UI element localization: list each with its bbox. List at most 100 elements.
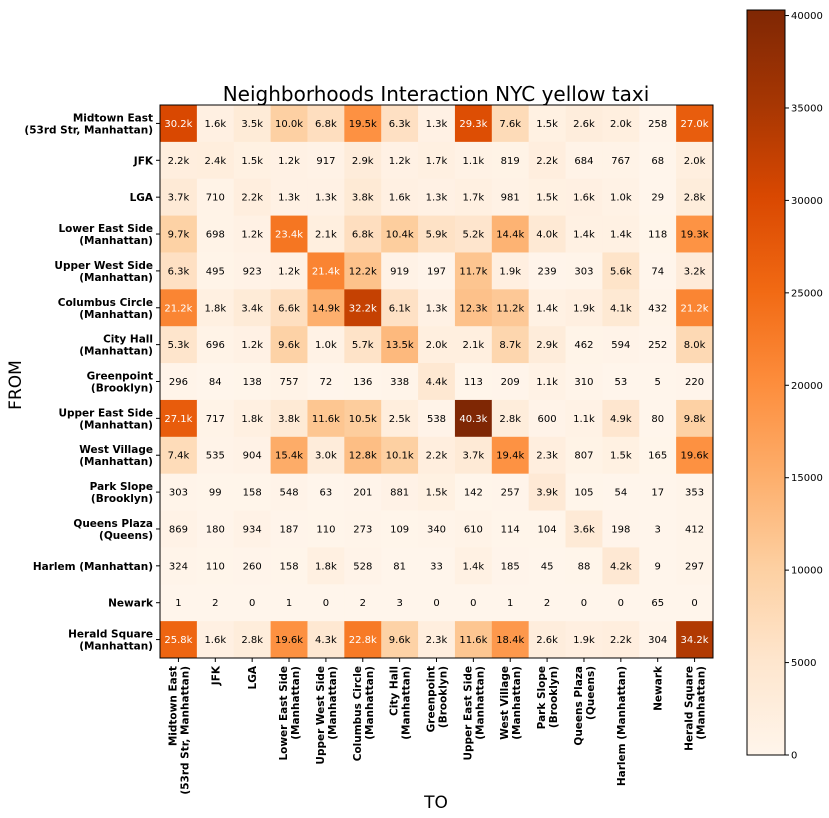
heatmap-cell (639, 289, 677, 327)
cell-value-label: 14.4k (496, 230, 524, 241)
cell-value-label: 1.1k (573, 414, 595, 425)
cell-value-label: 19.4k (496, 451, 524, 462)
cell-value-label: 2.9k (536, 340, 558, 351)
heatmap-cell (676, 621, 714, 659)
heatmap-cell (639, 621, 677, 659)
cell-value-label: 1.3k (278, 193, 300, 204)
y-axis-label: FROM (6, 360, 26, 410)
heatmap-cell (454, 105, 493, 143)
x-tick-label: Harlem (Manhattan) (616, 666, 628, 786)
cell-value-label: 11.7k (459, 266, 487, 277)
heatmap-cell (307, 510, 345, 548)
cell-value-label: 1 (507, 598, 513, 609)
y-tick-label: Harlem (Manhattan) (33, 561, 153, 573)
heatmap-cell (196, 473, 235, 511)
cell-value-label: 2.6k (536, 635, 558, 646)
svg-text:Park Slope(Brooklyn): Park Slope(Brooklyn) (536, 666, 560, 729)
heatmap-cell (528, 584, 566, 622)
heatmap-cell (528, 178, 566, 216)
heatmap-cell (418, 215, 456, 253)
heatmap-cell-labels: 30.2k 1.6k 3.5k 10.0k 6.8k 19.5k 6.3k 1.3k 29.3k… (164, 119, 708, 646)
heatmap-cell (160, 141, 198, 180)
heatmap-cell (602, 289, 640, 327)
heatmap-cell (160, 215, 198, 253)
cell-value-label: 981 (501, 193, 520, 204)
heatmap-cell (454, 252, 493, 290)
cell-value-label: 10.5k (349, 414, 377, 425)
heatmap-cell (639, 215, 677, 253)
cell-value-label: 220 (685, 377, 704, 388)
heatmap-cell (196, 215, 235, 253)
svg-text:Herald Square(Manhattan): Herald Square(Manhattan) (684, 666, 708, 751)
cell-value-label: 1.9k (573, 303, 595, 314)
cell-value-label: 934 (243, 524, 262, 535)
cell-value-label: 1.6k (573, 193, 595, 204)
heatmap-cell (639, 105, 677, 143)
cell-value-label: 310 (574, 377, 593, 388)
heatmap-cell (639, 178, 677, 216)
cell-value-label: 4.4k (426, 377, 448, 388)
cell-value-label: 113 (464, 377, 483, 388)
y-tick-label: West Village (Manhattan) (79, 444, 153, 468)
heatmap-cell (344, 473, 382, 511)
cell-value-label: 54 (614, 488, 627, 499)
cell-value-label: 2.3k (426, 635, 448, 646)
cell-value-label: 710 (206, 193, 225, 204)
heatmap-cell (602, 141, 640, 180)
heatmap-cell (676, 473, 714, 511)
heatmap-cell (270, 215, 308, 253)
heatmap-cell (307, 105, 345, 143)
cell-value-label: 303 (574, 266, 593, 277)
heatmap-cell (270, 399, 308, 438)
heatmap-cell (160, 584, 198, 622)
svg-text:Queens Plaza(Queens): Queens Plaza(Queens) (573, 666, 597, 746)
heatmap-cell (454, 621, 493, 659)
heatmap-cell (602, 510, 640, 548)
heatmap-cell (602, 621, 640, 659)
cell-value-label: 1.2k (241, 340, 263, 351)
cell-value-label: 9.6k (389, 635, 411, 646)
cell-value-label: 1.5k (610, 451, 632, 462)
heatmap-cell (676, 105, 714, 143)
cell-value-label: 0 (433, 598, 439, 609)
cell-value-label: 1 (286, 598, 292, 609)
y-tick-label: Lower East Side (Manhattan) (58, 223, 153, 247)
heatmap-cell (381, 621, 419, 659)
heatmap-cell (381, 289, 419, 327)
cell-value-label: 1.3k (426, 193, 448, 204)
cell-value-label: 53 (614, 377, 627, 388)
cell-value-label: 12.3k (459, 303, 487, 314)
cell-value-label: 8.0k (684, 340, 706, 351)
y-tick-label: Herald Square (Manhattan) (68, 629, 153, 653)
cell-value-label: 81 (393, 561, 406, 572)
cell-value-label: 0 (618, 598, 624, 609)
heatmap-cell (528, 621, 566, 659)
heatmap-cell (418, 363, 456, 401)
cell-value-label: 717 (206, 414, 225, 425)
cell-value-label: 296 (169, 377, 188, 388)
cell-value-label: 114 (501, 524, 520, 535)
heatmap-cells (160, 105, 714, 659)
cell-value-label: 185 (501, 561, 520, 572)
heatmap-cell (565, 621, 603, 659)
cell-value-label: 1.4k (536, 303, 558, 314)
colorbar-tick-label: 35000 (791, 103, 823, 114)
heatmap-cell (418, 510, 456, 548)
heatmap-cell (196, 105, 235, 143)
heatmap-cell (160, 473, 198, 511)
heatmap-cell (676, 178, 714, 216)
cell-value-label: 104 (538, 524, 557, 535)
cell-value-label: 11.6k (312, 414, 340, 425)
svg-text:West Village(Manhattan): West Village(Manhattan) (499, 666, 523, 740)
x-tick-label: JFK (210, 665, 222, 686)
heatmap-cell (307, 621, 345, 659)
cell-value-label: 1.6k (204, 119, 226, 130)
cell-value-label: 548 (279, 488, 298, 499)
cell-value-label: 9.8k (684, 414, 706, 425)
cell-value-label: 9.7k (168, 230, 190, 241)
heatmap-cell (454, 289, 493, 327)
heatmap-cell (454, 141, 493, 180)
heatmap-cell (602, 105, 640, 143)
cell-value-label: 258 (648, 119, 667, 130)
heatmap-cell (344, 621, 382, 659)
